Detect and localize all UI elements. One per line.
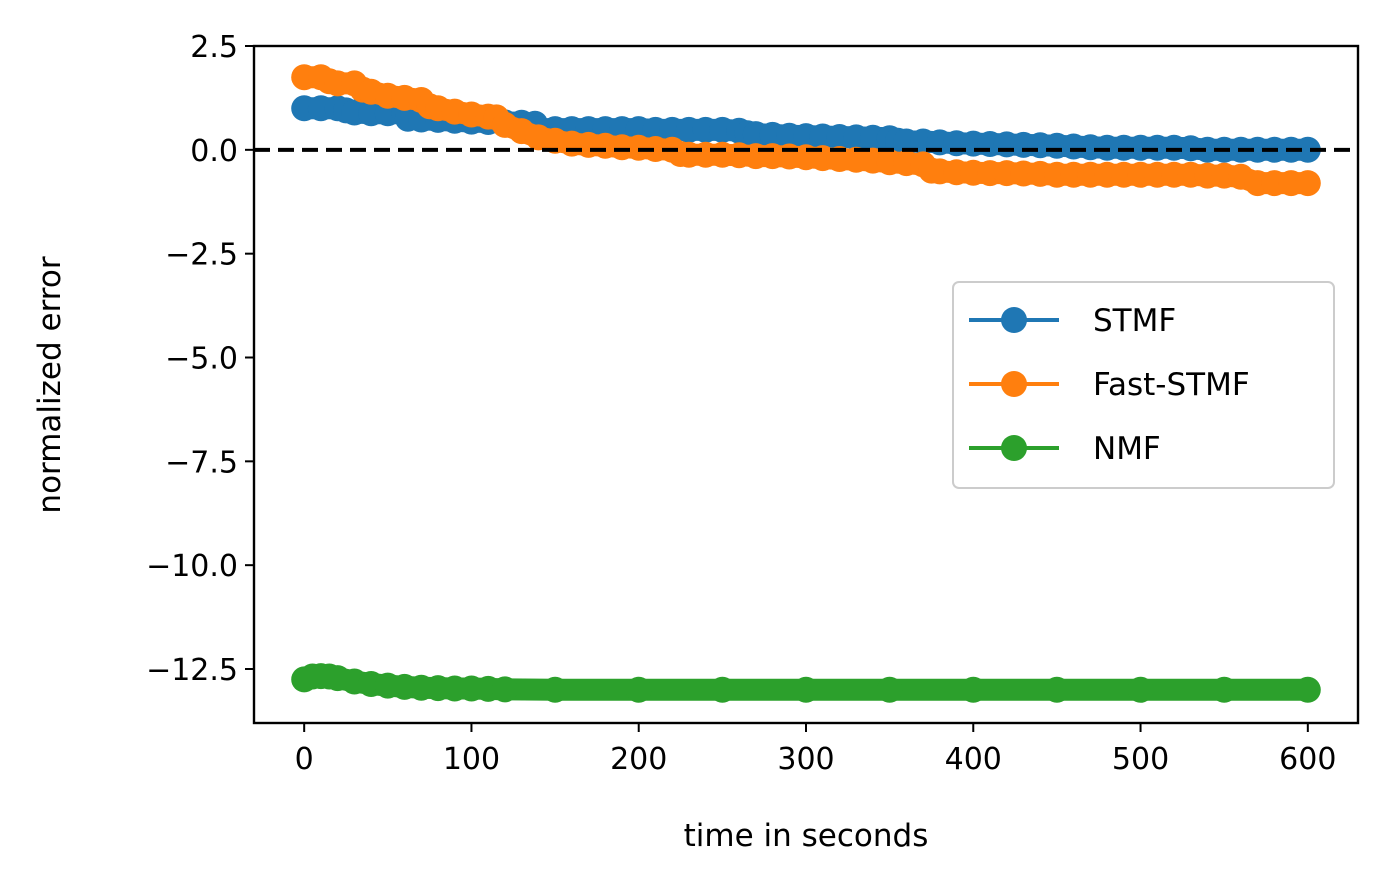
- data-point: [960, 676, 987, 703]
- data-point: [876, 676, 903, 703]
- series-nmf: [291, 663, 1321, 703]
- legend-marker: [1001, 371, 1027, 397]
- y-tick-label: −7.5: [165, 445, 238, 480]
- y-tick-label: −5.0: [165, 342, 238, 377]
- x-tick-label: 400: [945, 742, 1002, 777]
- legend-label: STMF: [1093, 303, 1176, 339]
- data-point: [491, 676, 518, 703]
- data-point: [1294, 136, 1321, 163]
- y-tick-label: −12.5: [146, 653, 238, 688]
- x-tick-label: 0: [295, 742, 314, 777]
- x-tick-label: 200: [610, 742, 667, 777]
- data-point: [625, 676, 652, 703]
- data-point: [1211, 676, 1238, 703]
- y-tick-label: −2.5: [165, 238, 238, 273]
- y-tick-label: 0.0: [190, 134, 238, 169]
- x-axis-label: time in seconds: [684, 818, 929, 854]
- data-point: [1294, 170, 1321, 197]
- x-tick-label: 300: [777, 742, 834, 777]
- x-tick-label: 100: [443, 742, 500, 777]
- y-axis-label: normalized error: [32, 256, 68, 513]
- legend: STMF Fast-STMF NMF: [952, 281, 1335, 489]
- legend-marker: [1001, 435, 1027, 461]
- legend-frame: [952, 281, 1335, 489]
- data-point: [1127, 676, 1154, 703]
- data-point: [1294, 676, 1321, 703]
- y-tick-label: 2.5: [190, 30, 238, 65]
- x-axis: 0 100 200 300 400 500 600: [295, 723, 1336, 777]
- legend-entry-fast-stmf: Fast-STMF: [969, 367, 1250, 403]
- legend-entry-stmf: STMF: [969, 303, 1176, 339]
- legend-entry-nmf: NMF: [969, 431, 1161, 467]
- data-point: [709, 676, 736, 703]
- y-axis: 2.5 0.0 −2.5 −5.0 −7.5 −10.0 −12.5: [146, 30, 254, 688]
- legend-marker: [1001, 307, 1027, 333]
- x-tick-label: 600: [1279, 742, 1336, 777]
- legend-label: Fast-STMF: [1093, 367, 1250, 403]
- data-point: [793, 676, 819, 703]
- y-tick-label: −10.0: [146, 549, 238, 584]
- data-point: [1043, 676, 1070, 703]
- legend-label: NMF: [1093, 431, 1161, 467]
- x-tick-label: 500: [1112, 742, 1169, 777]
- data-point: [542, 676, 569, 703]
